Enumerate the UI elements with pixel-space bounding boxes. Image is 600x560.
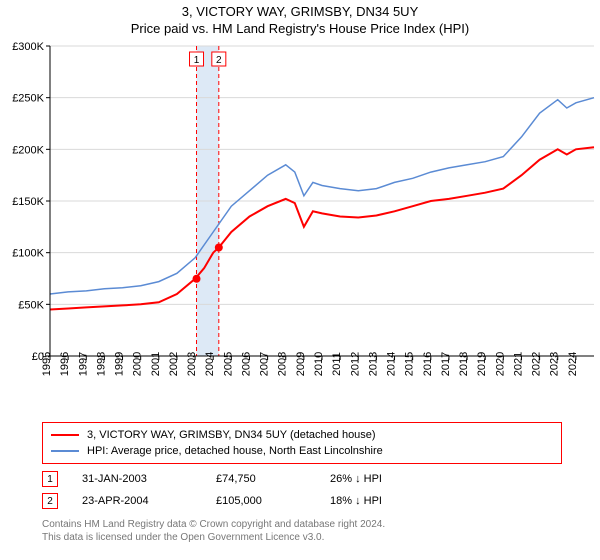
transaction-row: 2 23-APR-2004 £105,000 18% ↓ HPI (42, 490, 590, 512)
page-title: 3, VICTORY WAY, GRIMSBY, DN34 5UY (0, 4, 600, 19)
svg-text:1999: 1999 (114, 352, 126, 376)
svg-text:2002: 2002 (168, 352, 180, 376)
svg-text:2009: 2009 (295, 352, 307, 376)
legend-label: HPI: Average price, detached house, Nort… (87, 445, 383, 457)
svg-text:£250K: £250K (12, 93, 44, 105)
legend: 3, VICTORY WAY, GRIMSBY, DN34 5UY (detac… (42, 422, 562, 464)
transaction-date: 31-JAN-2003 (82, 473, 192, 485)
price-chart: £0£50K£100K£150K£200K£250K£300K199519961… (0, 36, 600, 416)
svg-text:2004: 2004 (204, 352, 216, 376)
svg-text:2017: 2017 (440, 352, 452, 376)
svg-text:1997: 1997 (77, 352, 89, 376)
svg-text:2007: 2007 (259, 352, 271, 376)
svg-text:2: 2 (216, 55, 222, 66)
svg-text:1995: 1995 (41, 352, 53, 376)
svg-text:1996: 1996 (59, 352, 71, 376)
svg-text:2024: 2024 (567, 352, 579, 376)
svg-text:2012: 2012 (349, 352, 361, 376)
svg-text:£150K: £150K (12, 196, 44, 208)
svg-text:2018: 2018 (458, 352, 470, 376)
svg-text:2005: 2005 (222, 352, 234, 376)
svg-text:2019: 2019 (476, 352, 488, 376)
svg-text:2016: 2016 (422, 352, 434, 376)
transaction-price: £74,750 (216, 473, 306, 485)
transaction-marker-icon: 1 (42, 471, 58, 487)
transaction-delta: 18% ↓ HPI (330, 495, 420, 507)
svg-text:2022: 2022 (531, 352, 543, 376)
transaction-row: 1 31-JAN-2003 £74,750 26% ↓ HPI (42, 468, 590, 490)
transaction-price: £105,000 (216, 495, 306, 507)
svg-text:2021: 2021 (512, 352, 524, 376)
svg-text:1: 1 (194, 55, 200, 66)
transaction-marker-icon: 2 (42, 493, 58, 509)
svg-text:2008: 2008 (277, 352, 289, 376)
svg-text:2023: 2023 (549, 352, 561, 376)
legend-swatch (51, 434, 79, 436)
page-subtitle: Price paid vs. HM Land Registry's House … (0, 21, 600, 36)
attribution: Contains HM Land Registry data © Crown c… (42, 518, 590, 544)
svg-text:£300K: £300K (12, 41, 44, 53)
transaction-list: 1 31-JAN-2003 £74,750 26% ↓ HPI 2 23-APR… (42, 468, 590, 512)
svg-text:2001: 2001 (150, 352, 162, 376)
svg-text:1998: 1998 (95, 352, 107, 376)
transaction-date: 23-APR-2004 (82, 495, 192, 507)
attribution-line: Contains HM Land Registry data © Crown c… (42, 518, 590, 531)
svg-text:2020: 2020 (494, 352, 506, 376)
svg-text:2015: 2015 (404, 352, 416, 376)
legend-item: HPI: Average price, detached house, Nort… (51, 443, 553, 459)
svg-text:2000: 2000 (132, 352, 144, 376)
svg-text:2006: 2006 (240, 352, 252, 376)
svg-text:2014: 2014 (386, 352, 398, 376)
transaction-delta: 26% ↓ HPI (330, 473, 420, 485)
legend-swatch (51, 450, 79, 452)
svg-text:£200K: £200K (12, 144, 44, 156)
svg-text:£100K: £100K (12, 248, 44, 260)
attribution-line: This data is licensed under the Open Gov… (42, 531, 590, 544)
svg-text:2013: 2013 (367, 352, 379, 376)
svg-text:£50K: £50K (18, 299, 44, 311)
legend-item: 3, VICTORY WAY, GRIMSBY, DN34 5UY (detac… (51, 427, 553, 443)
svg-text:2010: 2010 (313, 352, 325, 376)
legend-label: 3, VICTORY WAY, GRIMSBY, DN34 5UY (detac… (87, 429, 376, 441)
